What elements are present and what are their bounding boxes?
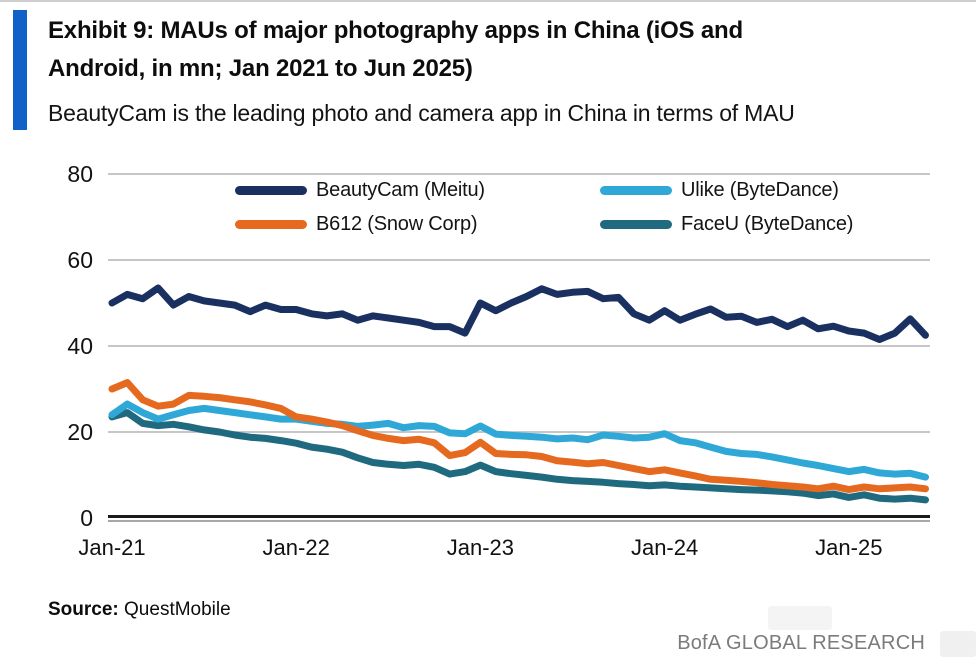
exhibit-title-line1: Exhibit 9: MAUs of major photography app… (48, 17, 743, 44)
watermark-corner (940, 631, 976, 657)
x-tick-label: Jan-21 (78, 535, 145, 560)
source-label: Source: (48, 599, 119, 620)
watermark (768, 606, 832, 630)
legend-swatch-faceu (600, 219, 672, 229)
legend-swatch-b612 (235, 219, 307, 229)
line-ulike-bytedance- (108, 400, 929, 481)
exhibit-subtitle: BeautyCam is the leading photo and camer… (48, 100, 795, 126)
legend-label-beautycam: BeautyCam (Meitu) (316, 178, 485, 201)
y-tick-label: 40 (67, 333, 93, 359)
line-faceu-bytedance- (108, 409, 929, 504)
legend-item-faceu: FaceU (ByteDance) (600, 210, 853, 238)
source-line: Source: QuestMobile (48, 599, 231, 621)
x-tick-label: Jan-24 (631, 535, 698, 560)
legend-item-ulike: Ulike (ByteDance) (600, 176, 839, 204)
chart-legend: BeautyCam (Meitu) Ulike (ByteDance) B612… (108, 176, 930, 244)
legend-label-ulike: Ulike (ByteDance) (681, 178, 839, 201)
x-tick-label: Jan-23 (447, 535, 514, 560)
legend-swatch-ulike (600, 185, 672, 195)
legend-label-faceu: FaceU (ByteDance) (681, 212, 854, 235)
legend-swatch-beautycam (235, 185, 307, 195)
y-tick-label: 0 (80, 505, 93, 531)
y-tick-label: 80 (67, 161, 93, 187)
legend-item-beautycam: BeautyCam (Meitu) (235, 176, 485, 204)
legend-item-b612: B612 (Snow Corp) (235, 210, 478, 238)
y-tick-label: 60 (67, 247, 93, 273)
line-b612-snow-corp- (108, 379, 929, 494)
exhibit-title-line2: Android, in mn; Jan 2021 to Jun 2025) (48, 55, 473, 82)
y-tick-label: 20 (67, 419, 93, 445)
x-tick-label: Jan-25 (815, 535, 882, 560)
title-accent-bar (13, 10, 27, 130)
line-beautycam-meitu- (108, 284, 929, 343)
legend-label-b612: B612 (Snow Corp) (316, 212, 478, 235)
brand-text: BofA GLOBAL RESEARCH (677, 632, 925, 654)
exhibit-title: Exhibit 9: MAUs of major photography app… (48, 12, 948, 88)
x-tick-label: Jan-22 (263, 535, 330, 560)
source-value: QuestMobile (124, 599, 231, 620)
